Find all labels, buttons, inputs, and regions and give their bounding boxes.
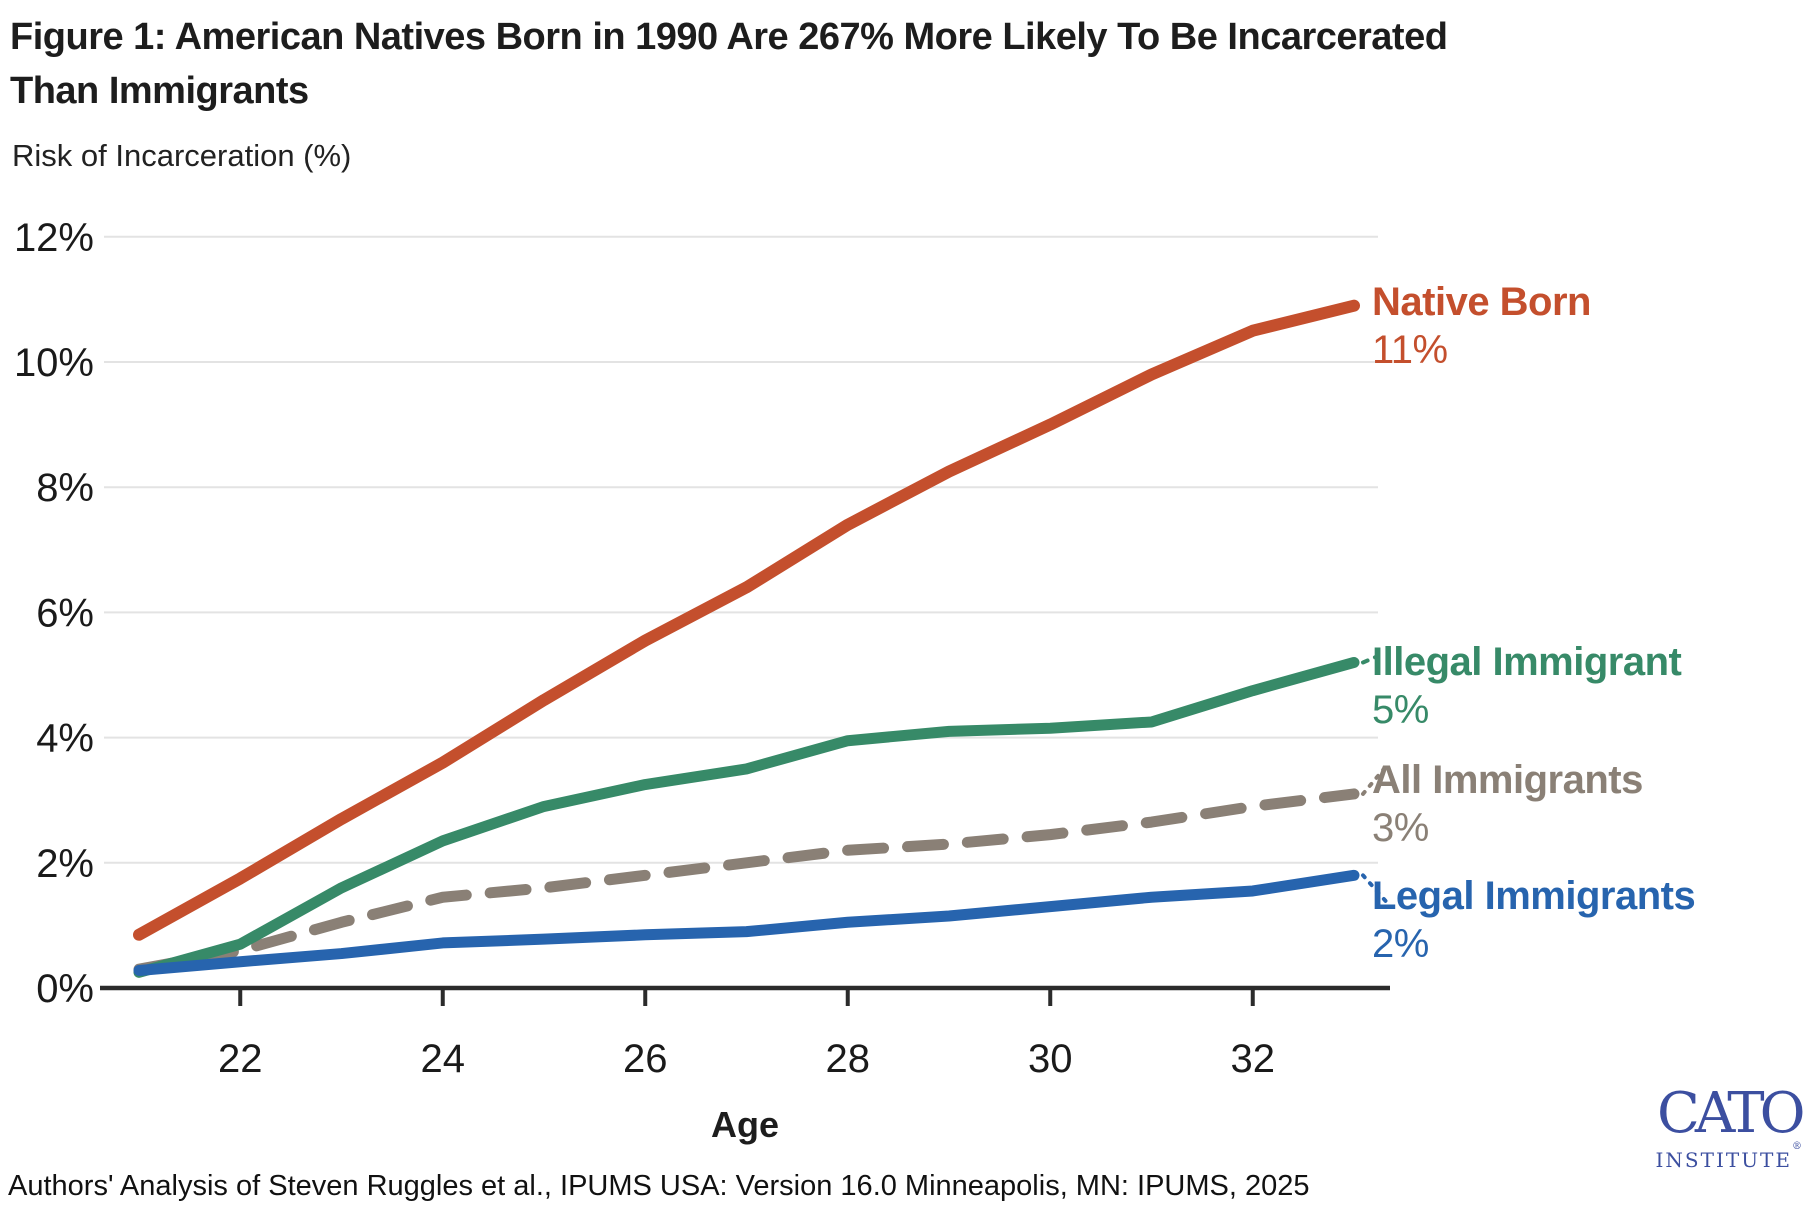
series-label-native-born: Native Born 11%	[1372, 280, 1592, 372]
cato-institute-logo: CATO INSTITUTE®	[1655, 1081, 1806, 1172]
logo-subtext: INSTITUTE	[1655, 1148, 1792, 1172]
series-label-legal-immigrants: Legal Immigrants 2%	[1372, 874, 1696, 966]
y-tick-label: 6%	[36, 591, 94, 635]
series-line-all-immigrants	[133, 788, 1360, 975]
figure-title: Figure 1: American Natives Born in 1990 …	[10, 10, 1800, 118]
label-connector	[1361, 873, 1392, 908]
figure-title-line1: Figure 1: American Natives Born in 1990 …	[10, 16, 1448, 58]
logo-wordmark: CATO	[1657, 1081, 1806, 1146]
x-tick-label: 26	[623, 1037, 668, 1081]
y-tick-label: 12%	[14, 216, 94, 260]
series-label-all-immigrants: All Immigrants 3%	[1372, 758, 1643, 850]
x-tick-label: 28	[826, 1037, 871, 1081]
series-line-illegal-immigrant	[133, 656, 1360, 978]
series-end-value: 3%	[1372, 806, 1429, 850]
series-end-value: 11%	[1372, 328, 1448, 372]
series-name: Legal Immigrants	[1372, 874, 1696, 918]
series-line-native-born	[133, 299, 1360, 941]
series-end-value: 5%	[1372, 688, 1429, 732]
series-line-legal-immigrants	[133, 869, 1360, 976]
x-axis-title: Age	[710, 1104, 779, 1145]
series-name: All Immigrants	[1372, 758, 1643, 802]
y-tick-label: 8%	[36, 466, 94, 510]
x-tick-label: 30	[1028, 1037, 1073, 1081]
figure-title-line2: Than Immigrants	[10, 70, 309, 112]
series-name: Illegal Immigrant	[1372, 640, 1682, 684]
source-note: Authors' Analysis of Steven Ruggles et a…	[8, 1170, 1310, 1202]
label-connector	[1361, 654, 1380, 665]
y-axis-unit-label: Risk of Incarceration (%)	[12, 138, 352, 173]
x-tick-label: 22	[218, 1037, 263, 1081]
series-name: Native Born	[1372, 280, 1592, 324]
series-end-value: 2%	[1372, 922, 1429, 966]
y-tick-label: 4%	[36, 717, 94, 761]
registered-trademark-icon: ®	[1792, 1141, 1802, 1152]
y-tick-label: 10%	[14, 341, 94, 385]
x-tick-label: 24	[421, 1037, 466, 1081]
y-tick-label: 2%	[36, 842, 94, 886]
label-connector	[1361, 762, 1390, 796]
series-label-illegal-immigrant: Illegal Immigrant 5%	[1372, 640, 1682, 732]
x-tick-label: 32	[1231, 1037, 1276, 1081]
y-tick-label: 0%	[36, 967, 94, 1011]
